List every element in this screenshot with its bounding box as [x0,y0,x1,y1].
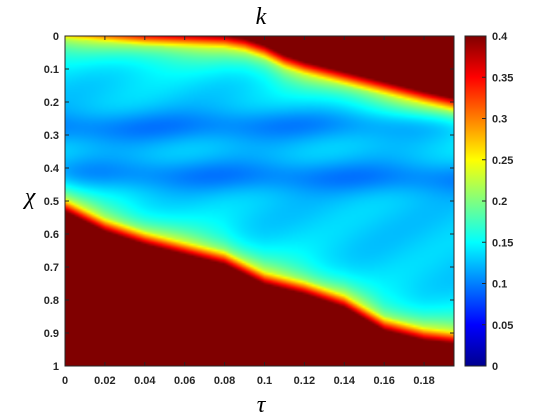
y-axis: 0 0.1 0.2 0.3 0.4 0.5 0.6 0.7 0.8 0.9 1 [44,31,454,373]
x-tick-label: 0.16 [373,375,394,387]
y-tick-label: 0.2 [44,97,59,109]
x-tick-label: 0.02 [94,375,115,387]
colorbar-tick-label: 0.1 [492,279,507,291]
x-tick-label: 0.04 [134,375,156,387]
heatmap-field [65,36,454,366]
colorbar-tick-label: 0.35 [492,72,513,84]
colorbar-tick-label: 0.4 [492,31,508,43]
colorbar-tick-label: 0.2 [492,196,507,208]
colorbar-tick-label: 0.25 [492,155,513,167]
colorbar: 0 0.05 0.1 0.15 0.2 0.25 0.3 0.35 0.4 [464,31,513,373]
y-tick-label: 0.6 [44,229,59,241]
y-tick-label: 0.8 [44,295,59,307]
colorbar-tick-label: 0.05 [492,320,513,332]
y-tick-label: 0.4 [44,163,60,175]
y-tick-label: 1 [53,361,59,373]
x-tick-label: 0.08 [214,375,235,387]
x-tick-label: 0 [62,375,68,387]
x-tick-label: 0.1 [257,375,272,387]
colorbar-tick-label: 0.3 [492,114,507,126]
y-tick-label: 0.1 [44,64,59,76]
chart-title: k [256,4,267,30]
y-tick-label: 0.9 [44,328,59,340]
y-tick-label: 0.3 [44,130,59,142]
y-tick-label: 0 [53,31,59,43]
x-tick-label: 0.14 [334,375,356,387]
colorbar-tick-label: 0 [492,361,498,373]
y-tick-label: 0.5 [44,196,59,208]
y-tick-label: 0.7 [44,262,59,274]
y-axis-label: χ [23,184,37,210]
x-axis-label: τ [257,392,267,418]
colorbar-ticks: 0 0.05 0.1 0.15 0.2 0.25 0.3 0.35 0.4 [482,31,513,373]
heatmap-plot-area [64,35,455,367]
x-axis: 0 0.02 0.04 0.06 0.08 0.1 0.12 0.14 0.16 0.18 [62,36,435,387]
x-tick-label: 0.18 [413,375,434,387]
colorbar-tick-label: 0.15 [492,237,513,249]
x-tick-label: 0.12 [294,375,315,387]
x-tick-label: 0.06 [174,375,195,387]
